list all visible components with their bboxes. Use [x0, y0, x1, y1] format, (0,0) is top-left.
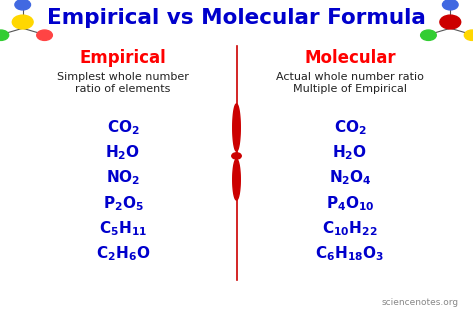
Text: $\mathbf{H_2O}$: $\mathbf{H_2O}$ — [333, 143, 368, 162]
Circle shape — [37, 30, 53, 40]
Text: $\mathbf{N_2O_4}$: $\mathbf{N_2O_4}$ — [329, 169, 371, 187]
Circle shape — [440, 15, 461, 29]
Text: $\mathbf{C_2H_6O}$: $\mathbf{C_2H_6O}$ — [96, 244, 150, 263]
Polygon shape — [233, 159, 240, 200]
Text: $\mathbf{H_2O}$: $\mathbf{H_2O}$ — [105, 143, 140, 162]
Text: $\mathbf{P_4O_{10}}$: $\mathbf{P_4O_{10}}$ — [326, 194, 374, 213]
Text: $\mathbf{C_5H_{11}}$: $\mathbf{C_5H_{11}}$ — [99, 219, 147, 238]
Circle shape — [12, 15, 33, 29]
Circle shape — [15, 0, 30, 10]
Text: sciencenotes.org: sciencenotes.org — [382, 298, 459, 307]
Text: $\mathbf{NO_2}$: $\mathbf{NO_2}$ — [106, 169, 140, 187]
Text: $\mathbf{CO_2}$: $\mathbf{CO_2}$ — [333, 118, 367, 137]
Circle shape — [420, 30, 436, 40]
Text: Empirical: Empirical — [79, 49, 166, 67]
Text: Empirical vs Molecular Formula: Empirical vs Molecular Formula — [47, 8, 426, 28]
Text: $\mathbf{P_2O_5}$: $\mathbf{P_2O_5}$ — [103, 194, 143, 213]
Polygon shape — [233, 104, 240, 151]
Text: Actual whole number ratio
Multiple of Empirical: Actual whole number ratio Multiple of Em… — [276, 72, 424, 94]
Circle shape — [464, 30, 473, 40]
Text: $\mathbf{CO_2}$: $\mathbf{CO_2}$ — [106, 118, 140, 137]
Text: $\mathbf{C_{10}H_{22}}$: $\mathbf{C_{10}H_{22}}$ — [322, 219, 378, 238]
Circle shape — [442, 0, 458, 10]
Text: Molecular: Molecular — [304, 49, 396, 67]
Text: $\mathbf{C_6H_{18}O_3}$: $\mathbf{C_6H_{18}O_3}$ — [315, 244, 385, 263]
Circle shape — [232, 153, 241, 159]
Circle shape — [0, 30, 9, 40]
Text: Simplest whole number
ratio of elements: Simplest whole number ratio of elements — [57, 72, 189, 94]
